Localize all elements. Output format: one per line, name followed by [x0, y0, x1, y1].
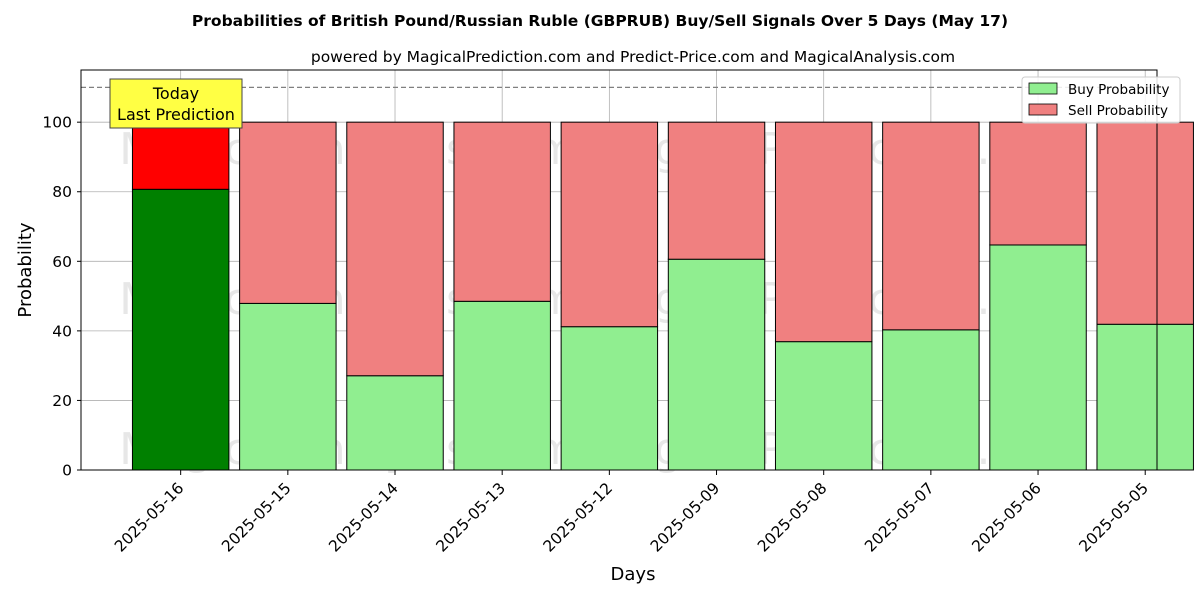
bar-buy [667, 258, 766, 471]
x-tick-label: 2025-05-08 [754, 479, 830, 555]
bar-buy [131, 188, 230, 471]
x-tick-label: 2025-05-14 [325, 479, 401, 555]
today-annotation: Today Last Prediction [109, 78, 243, 129]
bar-sell [239, 121, 337, 304]
bar-sell [1096, 121, 1194, 325]
legend-swatch-buy [1028, 82, 1058, 95]
bars [131, 121, 1194, 471]
y-tick-label: 100 [42, 114, 72, 132]
x-tick-label: 2025-05-15 [218, 479, 294, 555]
bar-buy [774, 341, 873, 471]
annotation-line1: Today [152, 84, 199, 103]
bar-buy [1096, 323, 1194, 471]
y-tick-label: 20 [52, 392, 72, 410]
bar-sell [346, 121, 444, 377]
bar-buy [989, 244, 1087, 471]
legend: Buy Probability Sell Probability [1021, 76, 1181, 124]
y-tick-label: 40 [52, 322, 72, 340]
plot-frame [80, 69, 1158, 471]
x-tick-label: 2025-05-05 [1076, 479, 1152, 555]
bar-sell [131, 121, 230, 190]
bar-sell [882, 121, 980, 331]
chart-title: Probabilities of British Pound/Russian R… [192, 12, 1008, 30]
x-tick-label: 2025-05-09 [647, 479, 723, 555]
y-tick-label: 80 [52, 183, 72, 201]
bar-buy [882, 329, 980, 471]
y-axis-ticks: 0 20 40 60 80 100 [42, 114, 81, 480]
annotation-box [109, 78, 243, 129]
x-axis-label: Days [611, 564, 656, 585]
x-tick-label: 2025-05-13 [433, 479, 509, 555]
bar-sell [989, 121, 1087, 246]
x-tick-label: 2025-05-16 [111, 479, 187, 555]
annotation-line2: Last Prediction [117, 105, 235, 124]
y-axis-label: Probability [15, 222, 36, 317]
x-tick-label: 2025-05-12 [540, 479, 616, 555]
bar-sell [453, 121, 551, 302]
bar-sell [560, 121, 659, 328]
bar-buy [453, 300, 551, 471]
x-axis-ticks: 2025-05-16 2025-05-15 2025-05-14 2025-05-13… [111, 470, 1152, 556]
bar-buy [239, 302, 337, 471]
bar-sell [667, 121, 766, 260]
bar-sell [774, 121, 873, 343]
x-tick-label: 2025-05-07 [861, 479, 937, 555]
legend-swatch-sell [1028, 103, 1058, 116]
legend-label-buy: Buy Probability [1068, 82, 1169, 98]
y-tick-label: 0 [62, 462, 72, 480]
legend-label-sell: Sell Probability [1068, 103, 1168, 119]
bar-buy [560, 326, 659, 471]
bar-buy [346, 375, 444, 471]
legend-frame [1021, 76, 1181, 124]
y-tick-label: 60 [52, 253, 72, 271]
chart-subtitle: powered by MagicalPrediction.com and Pre… [311, 48, 955, 66]
x-tick-label: 2025-05-06 [968, 479, 1044, 555]
